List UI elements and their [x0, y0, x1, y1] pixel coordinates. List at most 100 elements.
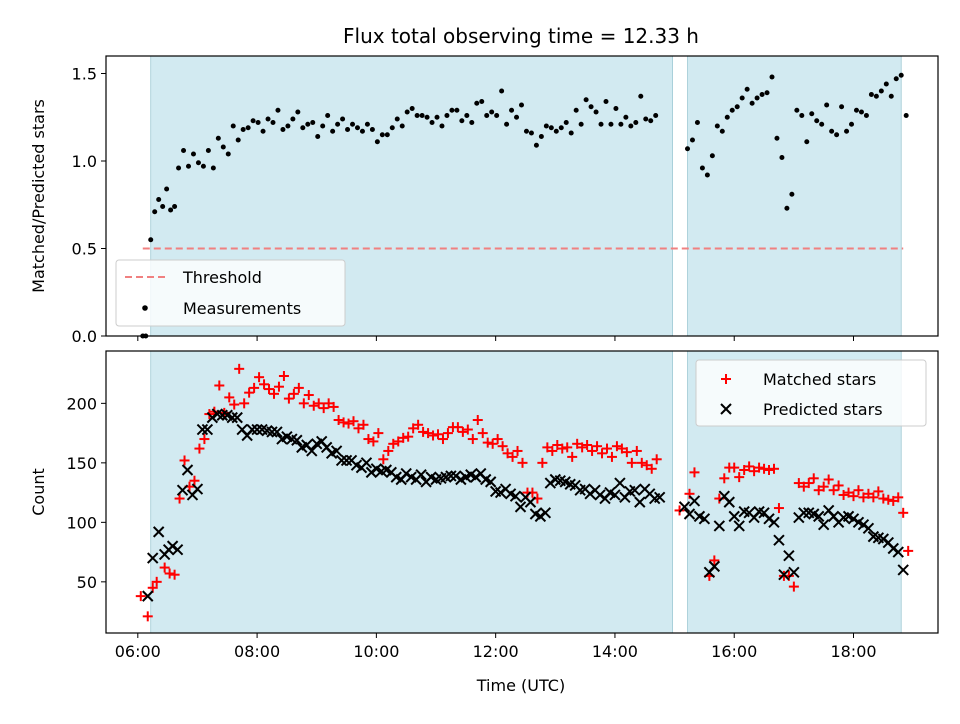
matched-star-point — [878, 493, 889, 504]
measurement-point — [618, 121, 624, 127]
matched-star-point — [234, 363, 245, 374]
bottom-plot-frame — [105, 350, 939, 634]
y-tick-label: 0.0 — [72, 327, 97, 346]
measurement-point — [210, 165, 216, 171]
measurement-point — [148, 237, 154, 243]
measurement-point — [414, 113, 420, 118]
measurement-point — [469, 120, 475, 125]
predicted-star-point — [191, 483, 204, 495]
matched-star-point — [298, 398, 309, 409]
matched-star-point — [597, 448, 608, 459]
predicted-star-point — [176, 484, 189, 496]
matched-star-point — [472, 415, 483, 426]
measurement-point — [578, 121, 584, 127]
matched-star-point — [689, 467, 700, 478]
matched-star-point — [199, 434, 210, 445]
measurement-point — [359, 128, 365, 134]
top-plot-frame — [105, 55, 939, 337]
predicted-star-point — [360, 457, 373, 469]
measurement-point — [573, 107, 579, 113]
predicted-star-point — [773, 534, 785, 546]
measurement-point — [648, 118, 654, 124]
predicted-star-point — [415, 469, 427, 481]
y-tick-label: 50 — [77, 573, 97, 592]
measurement-point — [734, 104, 740, 110]
measurement-point — [814, 118, 820, 124]
matched-star-point — [808, 473, 819, 484]
measurement-point — [853, 107, 859, 113]
measurement-point — [205, 148, 211, 153]
measurement-point — [888, 93, 894, 99]
measurement-point — [568, 130, 574, 136]
predicted-star-point — [892, 546, 904, 558]
matched-star-point — [413, 419, 424, 430]
legend-measurements-swatch — [142, 305, 148, 311]
measurement-point — [230, 123, 236, 129]
matched-star-point — [621, 447, 632, 458]
matched-star-point — [174, 493, 185, 504]
predicted-star-point — [778, 568, 790, 581]
measurement-point — [181, 148, 187, 153]
x-tick-label: 14:00 — [592, 642, 638, 661]
measurement-point — [409, 106, 415, 111]
measurement-point — [494, 113, 500, 118]
legend-measurements-label: Measurements — [183, 299, 301, 318]
matched-star-point — [601, 443, 612, 454]
measurement-point — [499, 88, 505, 94]
measurement-point — [523, 128, 529, 134]
measurement-point — [603, 99, 609, 104]
matched-star-point — [229, 399, 240, 410]
matched-star-point — [868, 492, 879, 503]
measurement-point — [240, 127, 246, 132]
measurement-point — [744, 86, 750, 92]
predicted-star-point — [335, 454, 348, 467]
measurement-point — [245, 125, 251, 131]
matched-star-point — [828, 485, 839, 496]
measurement-point — [164, 186, 170, 192]
matched-star-point — [273, 381, 284, 392]
matched-star-point — [164, 568, 175, 579]
measurement-point — [593, 109, 599, 115]
matched-star-point — [853, 485, 864, 496]
matched-star-point — [547, 445, 558, 456]
measurement-point — [643, 116, 649, 122]
matched-star-point — [437, 434, 448, 445]
matched-star-point — [606, 451, 617, 462]
predicted-star-point — [231, 411, 243, 424]
predicted-star-point — [629, 484, 641, 496]
matched-star-point — [492, 434, 503, 445]
predicted-star-point — [614, 477, 626, 489]
matched-star-point — [537, 457, 548, 468]
matched-star-point — [348, 416, 359, 427]
y-tick-label: 1.0 — [72, 152, 97, 171]
predicted-star-point — [291, 434, 303, 446]
measurement-point — [893, 76, 899, 82]
x-tick-label: 18:00 — [830, 642, 876, 661]
predicted-star-point — [698, 513, 711, 525]
measurement-point — [340, 116, 346, 122]
measurement-point — [719, 128, 725, 134]
top-legend: Threshold Measurements — [115, 259, 346, 327]
measurement-point — [638, 93, 644, 99]
measurement-point — [474, 100, 480, 106]
measurement-point — [898, 72, 904, 78]
measurement-point — [653, 113, 659, 118]
measurement-point — [325, 113, 331, 118]
predicted-star-point — [817, 519, 830, 531]
measurement-point — [588, 104, 594, 110]
x-tick-label: 16:00 — [711, 642, 757, 661]
measurement-point — [285, 123, 291, 129]
predicted-star-point — [783, 549, 795, 562]
matched-star-point — [254, 372, 265, 383]
measurement-point — [543, 123, 549, 129]
matched-star-point — [278, 370, 289, 381]
predicted-star-point — [246, 423, 258, 436]
measurement-point — [628, 123, 634, 129]
matched-star-point — [734, 472, 745, 483]
measurement-point — [200, 163, 206, 169]
bottom-panel: 50 100 150 200 06:00 08:00 10:00 12:00 14:00 16:… — [29, 350, 939, 695]
matched-star-point — [592, 441, 603, 452]
matched-star-point — [883, 494, 894, 505]
matched-star-point — [239, 398, 250, 409]
measurement-point — [623, 114, 629, 120]
